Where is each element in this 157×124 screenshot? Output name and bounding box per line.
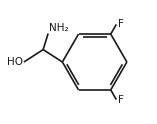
Text: NH₂: NH₂ [49, 23, 68, 33]
Text: HO: HO [7, 57, 23, 67]
Text: F: F [118, 19, 124, 29]
Text: F: F [118, 95, 124, 105]
